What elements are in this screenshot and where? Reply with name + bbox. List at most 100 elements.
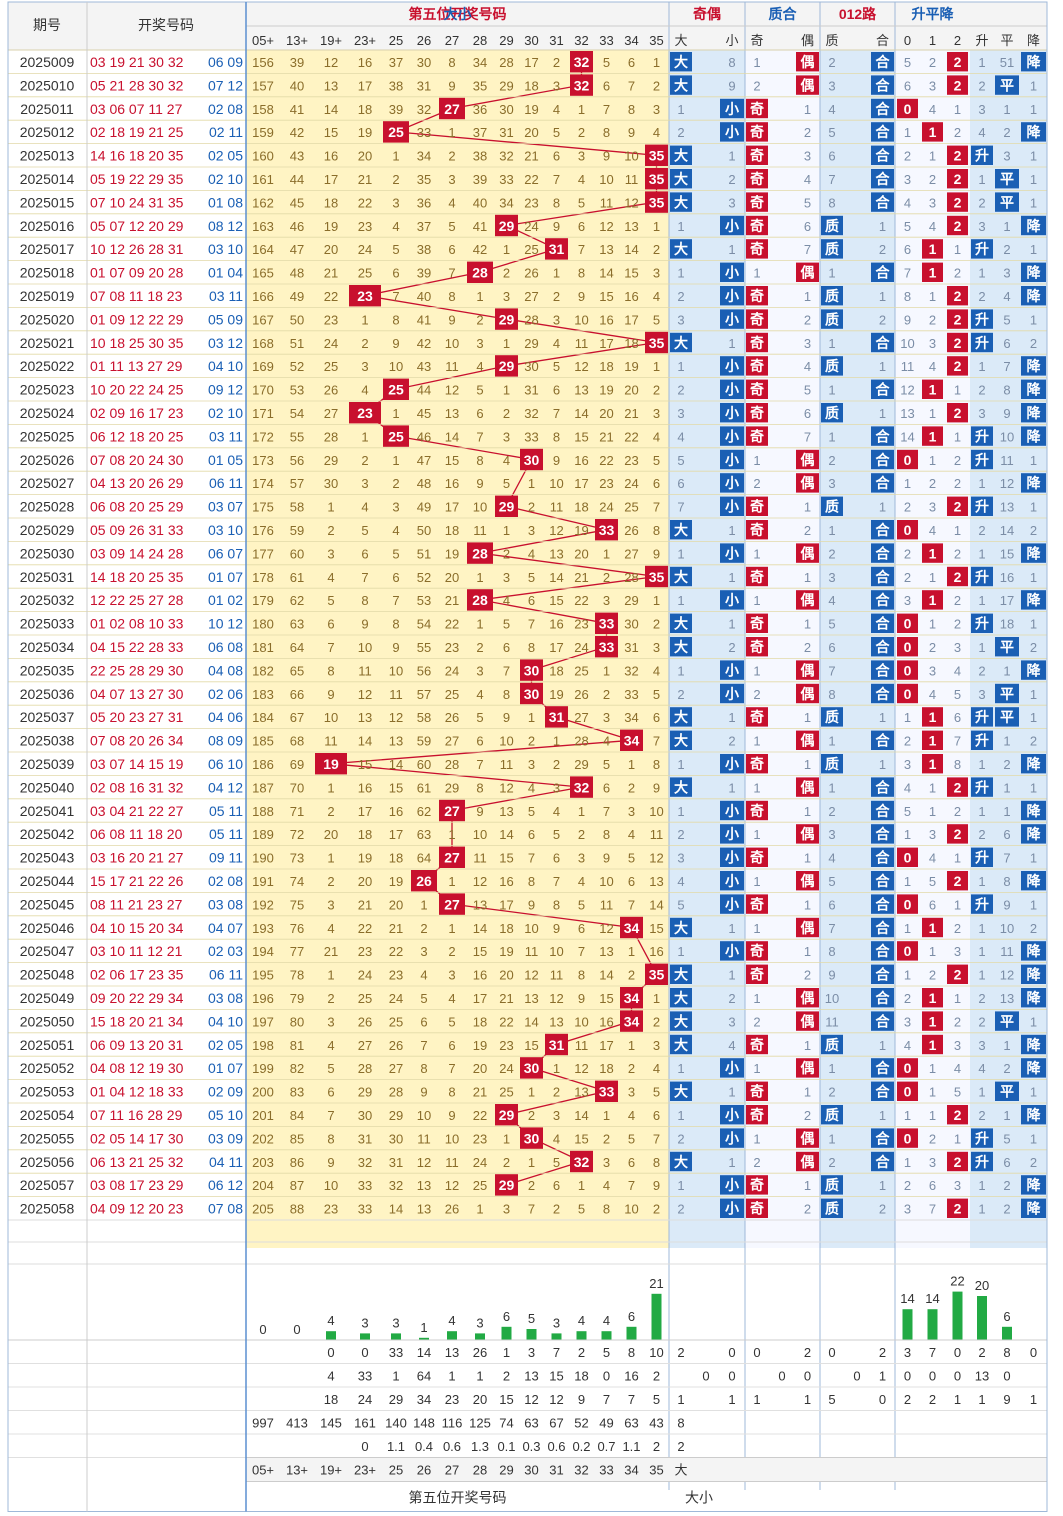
miss-count: 23	[574, 617, 588, 632]
stats-value: 1.3	[471, 1439, 489, 1454]
attr-label: 大	[674, 779, 688, 795]
attr-badge	[821, 403, 843, 423]
route-badge	[922, 754, 943, 774]
route-badge	[922, 917, 943, 938]
miss-count: 6	[448, 1038, 455, 1053]
attr-miss: 12	[900, 383, 914, 398]
attr-badge	[670, 964, 692, 984]
attr-label: 合	[876, 592, 891, 608]
hit-number: 31	[549, 709, 565, 725]
attr-label: 小	[725, 1107, 739, 1123]
attr-miss: 2	[804, 312, 811, 327]
miss-count: 1	[327, 500, 334, 515]
miss-count: 63	[417, 827, 431, 842]
attr-badge	[995, 1081, 1019, 1101]
back-numbers: 04 11	[209, 1154, 243, 1170]
miss-count: 1	[578, 1178, 585, 1193]
attr-miss: 13	[900, 406, 914, 421]
miss-count: 177	[252, 546, 274, 561]
attr-miss: 8	[828, 195, 835, 210]
attr-miss: 4	[929, 523, 936, 538]
attr-miss: 1	[929, 149, 936, 164]
miss-count: 26	[358, 1014, 372, 1029]
miss-count: 17	[473, 991, 487, 1006]
attr-label: 奇	[750, 803, 764, 819]
attr-label: 平	[1000, 171, 1014, 187]
attr-badge	[871, 871, 894, 891]
route-label: 2	[954, 1154, 962, 1170]
attr-miss: 3	[904, 1014, 911, 1029]
stats-value: 15	[549, 1369, 563, 1384]
miss-count: 19	[389, 874, 403, 889]
attr-miss: 2	[1003, 242, 1010, 257]
miss-count: 10	[574, 312, 588, 327]
miss-count: 44	[290, 172, 304, 187]
attr-miss: 2	[1003, 1202, 1010, 1217]
attr-label: 小	[725, 943, 739, 959]
miss-count: 189	[252, 827, 274, 842]
attr-label: 降	[1027, 967, 1042, 983]
miss-count: 10	[549, 944, 563, 959]
column-label: 31	[549, 33, 563, 48]
miss-count: 17	[524, 55, 538, 70]
attr-miss: 8	[828, 944, 835, 959]
attr-label: 偶	[801, 779, 815, 795]
miss-count: 1	[420, 897, 427, 912]
attr-badge	[746, 1175, 768, 1195]
hit-ball	[349, 402, 381, 424]
attr-badge	[670, 332, 692, 353]
miss-count: 181	[252, 640, 274, 655]
miss-count: 13	[624, 219, 638, 234]
miss-count: 11	[550, 500, 564, 515]
route-badge	[922, 426, 943, 446]
attr-miss: 1	[879, 359, 886, 374]
front-numbers: 03 06 07 11 27	[90, 101, 183, 117]
frequency-bar	[576, 1331, 587, 1340]
attr-badge	[796, 660, 819, 680]
miss-count: 47	[417, 453, 431, 468]
frequency-value: 4	[603, 1313, 610, 1328]
miss-count: 13	[549, 1014, 563, 1029]
attr-badge	[821, 496, 843, 516]
miss-count: 5	[553, 1155, 560, 1170]
attr-label: 大	[674, 1084, 688, 1100]
miss-count: 5	[503, 476, 510, 491]
attr-badge	[720, 403, 744, 423]
attr-label: 降	[1027, 943, 1042, 959]
attr-label: 小	[725, 124, 739, 140]
miss-count: 4	[653, 429, 660, 444]
miss-count: 10	[574, 1014, 588, 1029]
attr-badge	[821, 239, 843, 259]
attr-miss: 1	[1030, 78, 1037, 93]
attr-label: 偶	[801, 920, 815, 936]
miss-count: 2	[476, 640, 483, 655]
miss-count: 16	[358, 780, 372, 795]
route-badge	[947, 356, 968, 376]
attr-miss: 11	[901, 359, 915, 374]
miss-count: 18	[358, 102, 372, 117]
miss-count: 37	[389, 55, 403, 70]
miss-count: 39	[417, 266, 431, 281]
miss-count: 1	[392, 406, 399, 421]
attr-badge	[746, 98, 768, 119]
attr-badge	[871, 613, 894, 633]
attr-miss: 1	[753, 921, 760, 936]
attr-badge	[670, 1081, 692, 1101]
miss-count: 11	[358, 663, 372, 678]
footer-column-label: 29	[499, 1463, 513, 1478]
period-cell: 2025047	[20, 943, 75, 959]
attr-label: 小	[725, 428, 739, 444]
miss-count: 7	[653, 500, 660, 515]
miss-count: 156	[252, 55, 274, 70]
miss-count: 19	[324, 219, 338, 234]
period-cell: 2025045	[20, 896, 75, 912]
attr-badge	[720, 473, 744, 493]
miss-count: 2	[327, 991, 334, 1006]
hit-ball	[467, 542, 493, 564]
attr-miss: 1	[879, 219, 886, 234]
miss-count: 7	[392, 289, 399, 304]
back-numbers: 06 07	[208, 545, 243, 561]
attr-label: 小	[725, 288, 739, 304]
miss-count: 20	[473, 1061, 487, 1076]
attr-label: 奇	[750, 194, 764, 210]
